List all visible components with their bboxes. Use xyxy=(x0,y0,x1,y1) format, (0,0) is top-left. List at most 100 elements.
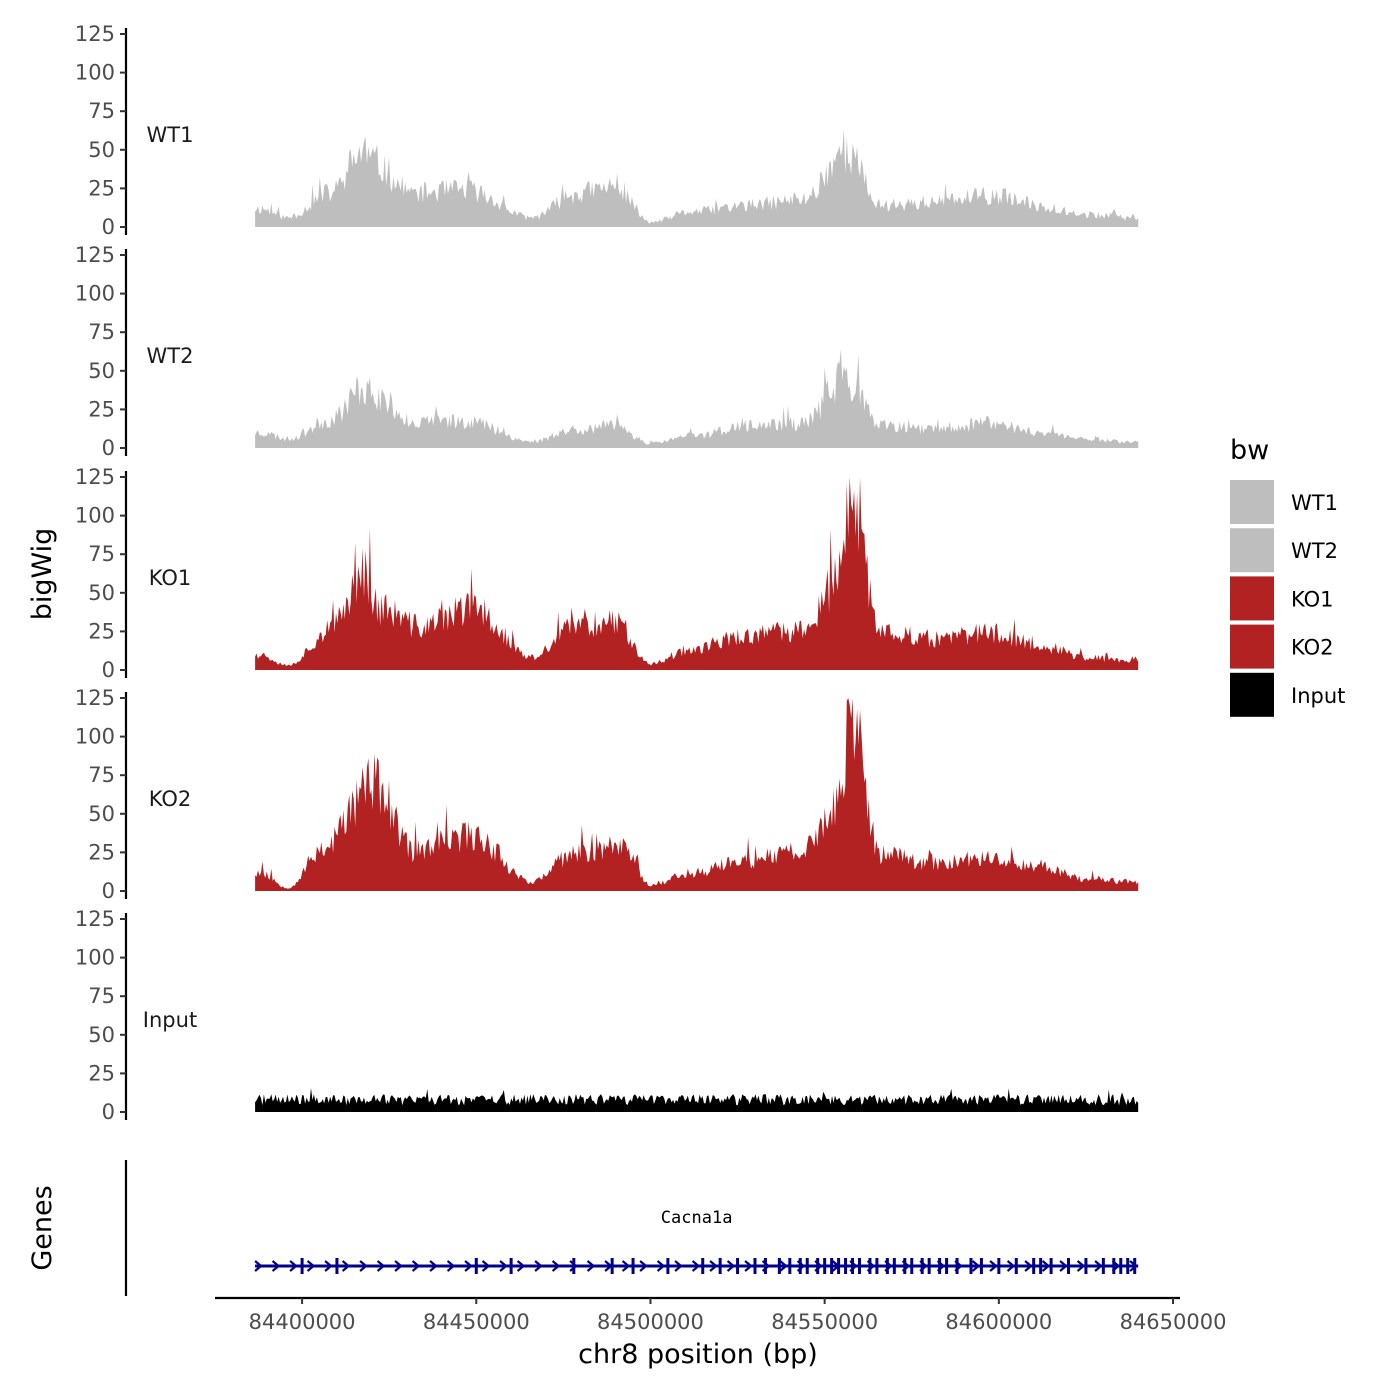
x-axis-title: chr8 position (bp) xyxy=(578,1339,818,1370)
strand-arrow xyxy=(1041,1260,1051,1272)
y-tick-label: 100 xyxy=(75,725,115,749)
gene-exon xyxy=(927,1258,931,1274)
gene-exon xyxy=(1032,1258,1036,1274)
gene-exon xyxy=(1119,1258,1123,1274)
gene-exon xyxy=(763,1258,767,1274)
legend-item-ko2: KO2 xyxy=(1230,624,1334,669)
y-tick-label: 125 xyxy=(75,686,115,710)
strand-arrow xyxy=(586,1260,596,1272)
gene-exon xyxy=(955,1258,959,1274)
strand-arrow xyxy=(656,1260,666,1272)
strand-arrow xyxy=(1094,1260,1103,1272)
track-label: WT2 xyxy=(147,344,194,368)
strand-arrow xyxy=(254,1260,263,1272)
y-tick-label: 100 xyxy=(75,504,115,528)
x-tick-label: 84600000 xyxy=(945,1310,1052,1334)
y-tick-label: 100 xyxy=(75,61,115,85)
track-label: KO2 xyxy=(149,787,192,811)
y-axis-title: bigWig xyxy=(27,528,58,621)
gene-exon xyxy=(666,1258,670,1274)
gene-exon xyxy=(1014,1258,1018,1274)
gene-track: Cacna1a xyxy=(124,1160,1139,1296)
legend: bw WT1 WT2 KO1 KO2 Input xyxy=(1230,435,1345,717)
gene-exon xyxy=(610,1258,614,1274)
y-tick-label: 75 xyxy=(88,763,115,787)
gene-name-label: Cacna1a xyxy=(661,1208,733,1228)
track-wt1: 0 25 50 75 100 125 WT1 xyxy=(75,22,1139,239)
strand-arrow xyxy=(271,1260,281,1272)
strand-arrow xyxy=(1059,1260,1068,1272)
track-ko2: 0 25 50 75 100 125 KO2 xyxy=(75,686,1139,903)
strand-arrow xyxy=(1006,1260,1016,1272)
legend-label: KO1 xyxy=(1291,587,1334,611)
signal-tracks: 0 25 50 75 100 125 WT1 0 25 50 75 100 125 WT2 0 25 50 75 1… xyxy=(75,22,1139,1124)
strand-arrow xyxy=(341,1260,351,1272)
gene-exon xyxy=(1112,1258,1116,1274)
track-label: KO1 xyxy=(149,566,192,590)
gene-exon xyxy=(631,1258,635,1274)
x-tick-label: 84450000 xyxy=(423,1310,530,1334)
signal-area-wt1 xyxy=(255,129,1139,227)
strand-arrow xyxy=(376,1260,386,1272)
legend-item-ko1: KO1 xyxy=(1230,576,1334,621)
legend-swatch xyxy=(1230,480,1274,524)
legend-label: WT2 xyxy=(1291,539,1338,563)
y-tick-label: 25 xyxy=(88,840,115,864)
y-tick-label: 75 xyxy=(88,99,115,123)
strand-arrow xyxy=(551,1260,561,1272)
gene-exon xyxy=(701,1258,705,1274)
legend-items: WT1 WT2 KO1 KO2 Input xyxy=(1230,480,1345,717)
strand-arrow xyxy=(481,1260,491,1272)
y-tick-label: 0 xyxy=(102,879,115,903)
track-ko1: 0 25 50 75 100 125 KO1 xyxy=(75,465,1139,682)
gene-exon xyxy=(474,1258,478,1274)
y-tick-label: 0 xyxy=(102,658,115,682)
gene-exon xyxy=(300,1258,304,1274)
y-tick-label: 50 xyxy=(88,802,115,826)
strand-arrow xyxy=(534,1260,543,1272)
track-input: 0 25 50 75 100 125 Input xyxy=(75,907,1139,1124)
gene-exon xyxy=(509,1258,513,1274)
y-tick-label: 0 xyxy=(102,436,115,460)
legend-item-wt2: WT2 xyxy=(1230,528,1338,573)
x-tick-label: 84400000 xyxy=(249,1310,356,1334)
legend-title: bw xyxy=(1230,435,1269,466)
y-tick-label: 75 xyxy=(88,320,115,344)
gene-exon xyxy=(798,1258,802,1274)
y-tick-label: 50 xyxy=(88,138,115,162)
signal-area-ko1 xyxy=(255,477,1139,670)
strand-arrow xyxy=(1076,1260,1086,1272)
gene-exon xyxy=(1084,1258,1088,1274)
legend-swatch xyxy=(1230,576,1274,621)
strand-arrow xyxy=(306,1260,316,1272)
gene-exon xyxy=(1126,1258,1130,1274)
gene-exon xyxy=(997,1258,1001,1274)
gene-exon xyxy=(823,1258,827,1274)
strand-arrow xyxy=(971,1260,981,1272)
y-tick-label: 25 xyxy=(88,176,115,200)
strand-arrow xyxy=(989,1260,998,1272)
y-tick-label: 0 xyxy=(102,215,115,239)
y-tick-label: 25 xyxy=(88,397,115,421)
strand-arrow xyxy=(446,1260,456,1272)
gene-exon xyxy=(1067,1258,1071,1274)
strand-arrow xyxy=(779,1260,788,1272)
y-tick-label: 0 xyxy=(102,1100,115,1124)
gene-exon xyxy=(718,1258,722,1274)
strand-arrow xyxy=(726,1260,736,1272)
signal-area-input xyxy=(255,1088,1139,1112)
strand-arrow xyxy=(429,1260,438,1272)
gene-exon xyxy=(903,1258,907,1274)
gene-exon xyxy=(1133,1258,1137,1274)
gene-exon xyxy=(805,1258,809,1274)
gene-exon xyxy=(844,1258,848,1274)
x-tick-label: 84650000 xyxy=(1120,1310,1227,1334)
y-tick-label: 25 xyxy=(88,1061,115,1085)
legend-label: Input xyxy=(1291,684,1345,708)
strand-arrow xyxy=(691,1260,701,1272)
y-tick-label: 25 xyxy=(88,619,115,643)
strand-arrow xyxy=(709,1260,718,1272)
legend-item-wt1: WT1 xyxy=(1230,480,1338,524)
y-tick-label: 50 xyxy=(88,1023,115,1047)
